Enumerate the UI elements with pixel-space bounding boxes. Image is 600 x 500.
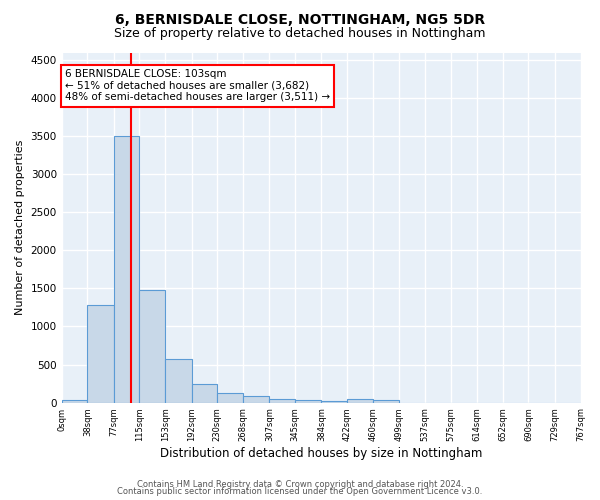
Bar	[347, 399, 373, 402]
Bar	[217, 394, 243, 402]
Bar	[165, 359, 191, 403]
Text: Size of property relative to detached houses in Nottingham: Size of property relative to detached ho…	[114, 28, 486, 40]
Bar	[295, 400, 322, 402]
Bar	[191, 384, 217, 402]
Text: 6 BERNISDALE CLOSE: 103sqm
← 51% of detached houses are smaller (3,682)
48% of s: 6 BERNISDALE CLOSE: 103sqm ← 51% of deta…	[65, 69, 330, 102]
Bar	[243, 396, 269, 402]
Bar	[373, 400, 399, 402]
Bar	[322, 400, 347, 402]
Bar	[114, 136, 139, 402]
Text: 6, BERNISDALE CLOSE, NOTTINGHAM, NG5 5DR: 6, BERNISDALE CLOSE, NOTTINGHAM, NG5 5DR	[115, 12, 485, 26]
Text: Contains public sector information licensed under the Open Government Licence v3: Contains public sector information licen…	[118, 487, 482, 496]
Bar	[269, 399, 295, 402]
X-axis label: Distribution of detached houses by size in Nottingham: Distribution of detached houses by size …	[160, 447, 482, 460]
Bar	[139, 290, 165, 403]
Bar	[62, 400, 88, 402]
Text: Contains HM Land Registry data © Crown copyright and database right 2024.: Contains HM Land Registry data © Crown c…	[137, 480, 463, 489]
Bar	[88, 305, 114, 402]
Y-axis label: Number of detached properties: Number of detached properties	[15, 140, 25, 315]
